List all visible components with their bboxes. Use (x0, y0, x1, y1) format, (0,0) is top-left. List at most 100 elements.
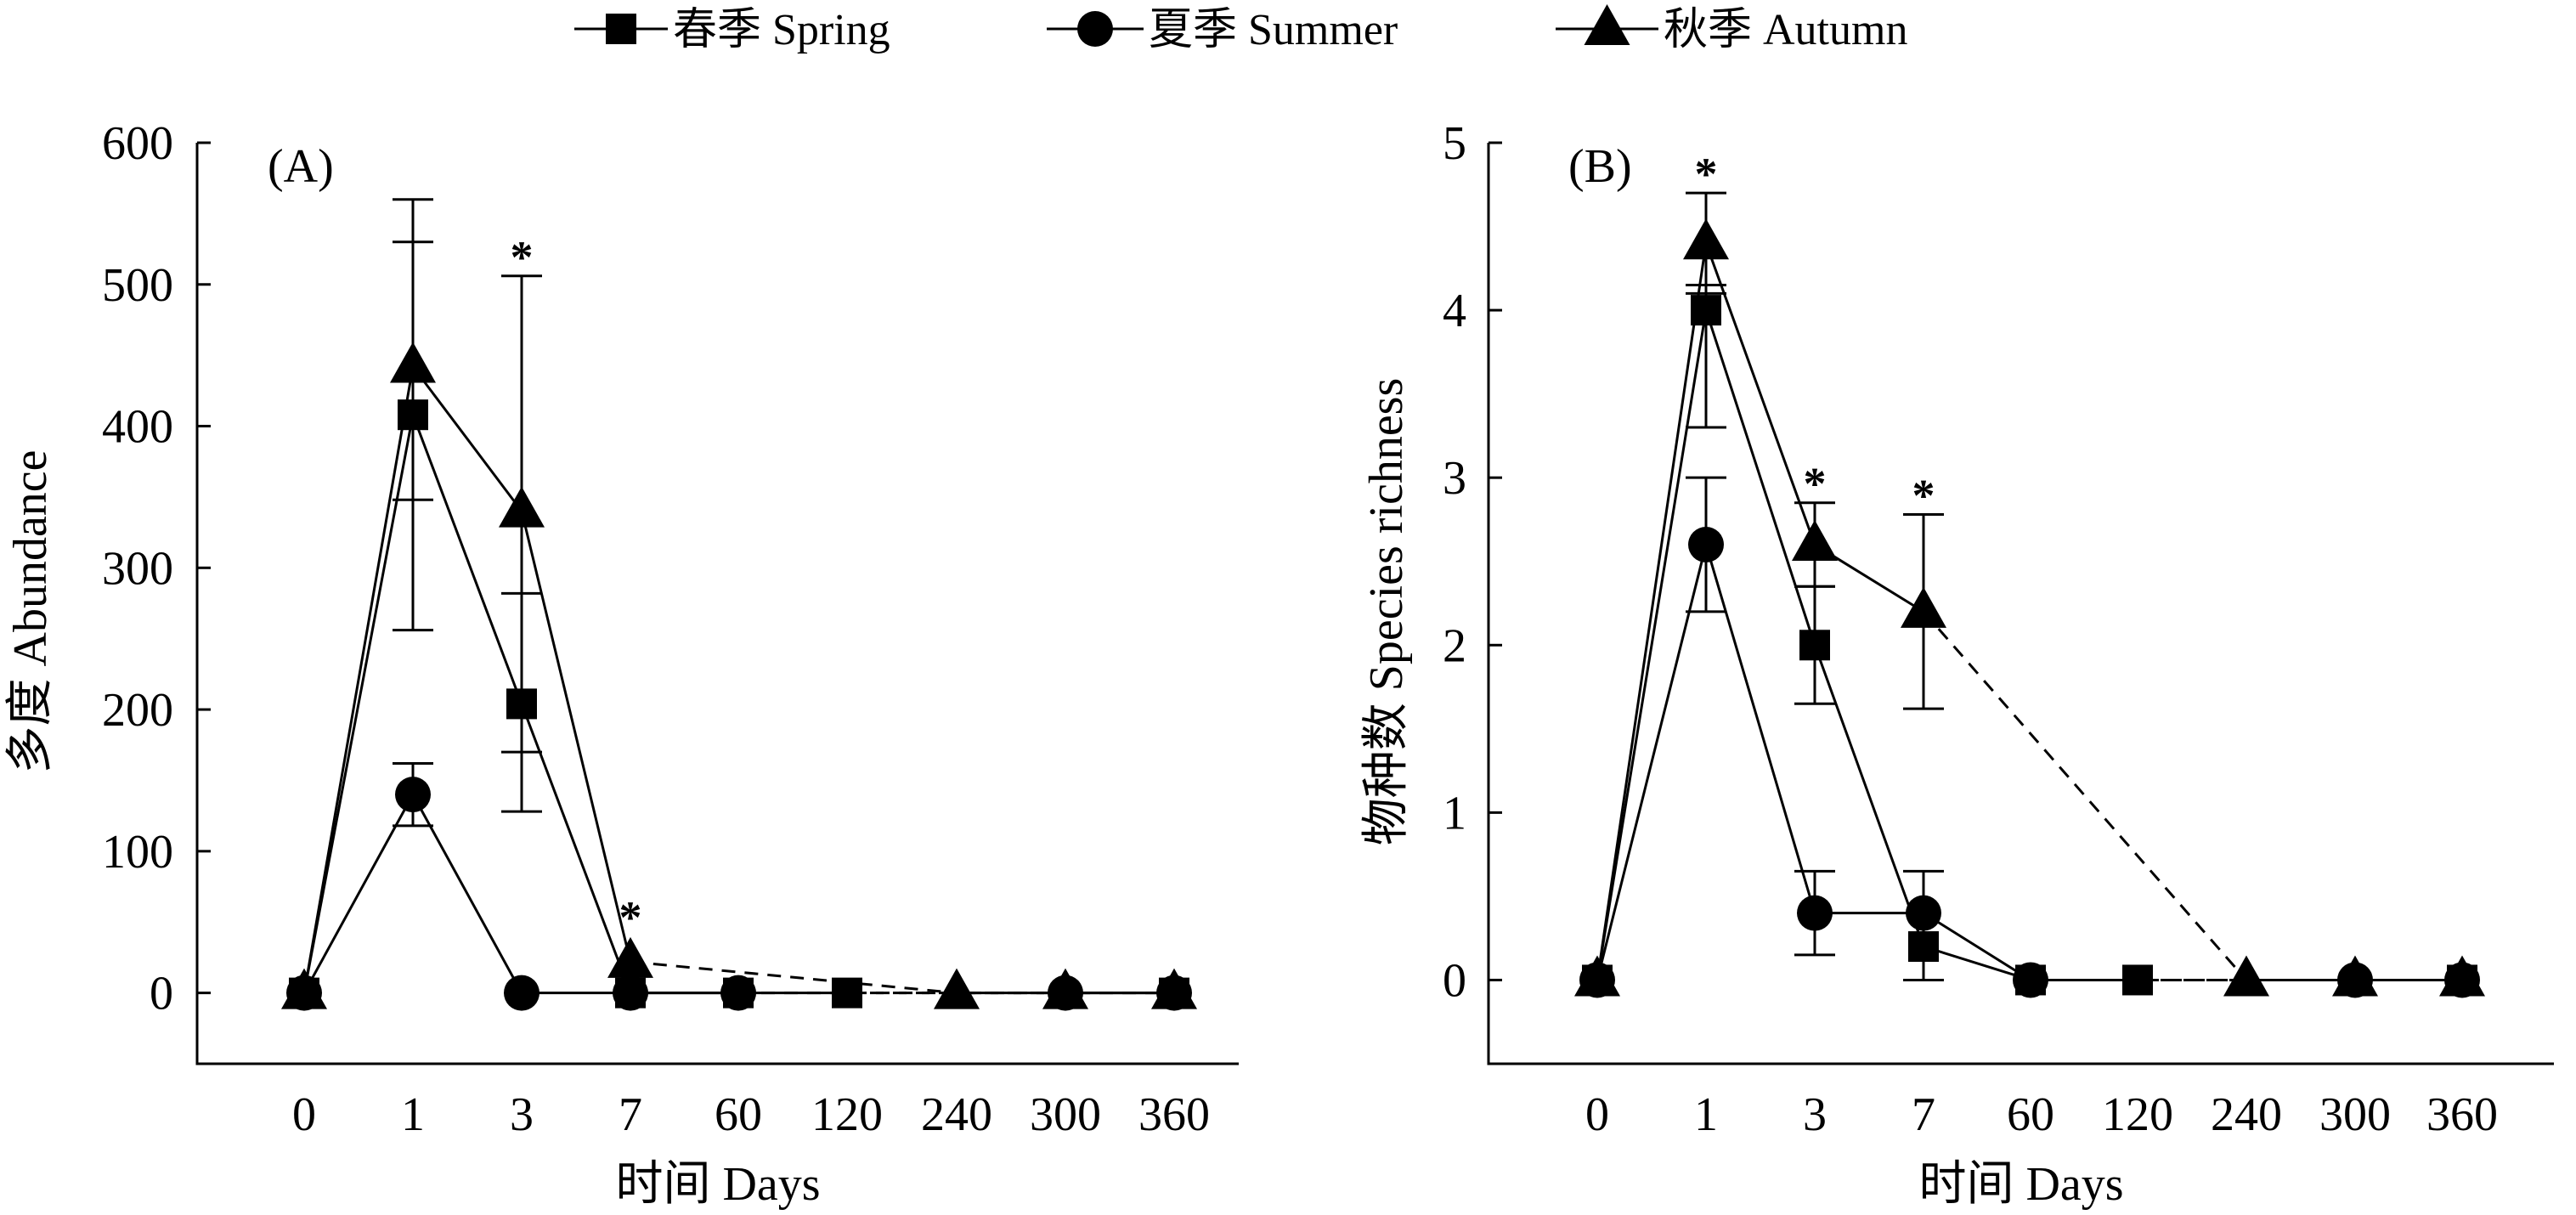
y-axis-title: 多度 Abundance (4, 449, 57, 773)
significance-star: * (1695, 149, 1718, 200)
y-tick-label: 0 (150, 968, 173, 1020)
y-tick-label: 5 (1443, 117, 1466, 170)
legend-label-spring: 春季 Spring (673, 6, 890, 54)
series-circle (1579, 476, 2480, 998)
y-tick-label: 1 (1443, 787, 1466, 839)
legend-square-marker (606, 14, 636, 44)
data-point-circle (1688, 527, 1724, 563)
x-tick-label: 1 (401, 1088, 425, 1141)
series-connector (1596, 243, 1708, 980)
legend: 春季 Spring 夏季 Summer 秋季 Autumn (574, 4, 1907, 54)
series-connector (1923, 945, 2031, 981)
y-tick-label: 100 (102, 826, 173, 879)
x-tick-label: 240 (2211, 1088, 2282, 1141)
significance-star: * (619, 892, 642, 943)
data-point-square (1799, 630, 1830, 661)
series-connector (1704, 309, 1816, 646)
data-point-triangle (281, 968, 327, 1009)
data-point-triangle (2332, 955, 2378, 997)
panel-label: (B) (1568, 140, 1632, 193)
y-tick-label: 3 (1443, 452, 1466, 505)
y-tick-label: 400 (102, 401, 173, 454)
series-connector (1596, 544, 1708, 980)
series-connector (1596, 309, 1708, 980)
x-axis-title: 时间 Days (615, 1158, 820, 1211)
data-point-circle (1797, 895, 1833, 931)
data-point-triangle (1683, 218, 1729, 260)
x-tick-label: 120 (2102, 1088, 2173, 1141)
x-tick-label: 360 (1138, 1088, 1210, 1141)
series-connector-dashed (1922, 610, 2248, 981)
series-connector (411, 794, 523, 994)
y-tick-label: 300 (102, 542, 173, 595)
x-axis-title: 时间 Days (1918, 1158, 2123, 1211)
x-tick-label: 7 (619, 1088, 642, 1141)
x-tick-label: 1 (1694, 1088, 1718, 1141)
x-tick-label: 360 (2426, 1088, 2498, 1141)
significance-star: * (1912, 471, 1935, 522)
x-tick-label: 7 (1912, 1088, 1935, 1141)
panel-label: (A) (268, 140, 334, 193)
series-connector-dashed (630, 960, 958, 995)
series-connector (1923, 912, 2031, 981)
x-tick-label: 120 (811, 1088, 883, 1141)
series-connector (411, 365, 523, 512)
data-point-triangle (607, 936, 653, 978)
legend-item-summer: 夏季 Summer (1047, 6, 1398, 54)
legend-label-autumn: 秋季 Autumn (1664, 6, 1907, 54)
series-connector (302, 366, 415, 993)
significance-star: * (511, 232, 534, 283)
series-triangle (281, 198, 1197, 1009)
data-point-circle (720, 975, 756, 1011)
series-connector (411, 414, 523, 704)
legend-circle-marker (1077, 11, 1113, 47)
x-tick-label: 60 (715, 1088, 762, 1141)
series-connector (1704, 242, 1816, 545)
y-tick-label: 4 (1443, 285, 1466, 337)
data-point-circle (613, 975, 648, 1011)
series-triangle (1574, 191, 2485, 997)
y-tick-label: 2 (1443, 619, 1466, 672)
series-square (289, 240, 1189, 1009)
y-tick-label: 200 (102, 684, 173, 737)
legend-item-autumn: 秋季 Autumn (1556, 4, 1907, 54)
y-tick-label: 0 (1443, 954, 1466, 1007)
data-point-triangle (390, 342, 436, 383)
x-tick-label: 0 (1585, 1088, 1609, 1141)
series-connector (302, 414, 415, 993)
data-point-triangle (1042, 968, 1088, 1009)
y-tick-label: 600 (102, 117, 173, 170)
panel-a: 0 100 200 300 400 500 600 0 1 3 7 60 120 240 300 360 时间 … (4, 117, 1239, 1211)
data-point-circle (504, 975, 539, 1011)
y-tick-label: 500 (102, 259, 173, 312)
data-point-triangle (1901, 586, 1946, 628)
x-tick-label: 3 (510, 1088, 534, 1141)
data-point-triangle (934, 968, 980, 1009)
data-point-triangle (1151, 968, 1197, 1009)
series-square (1582, 284, 2477, 996)
legend-item-spring: 春季 Spring (574, 6, 890, 54)
significance-star: * (1804, 459, 1827, 510)
x-tick-label: 300 (2319, 1088, 2391, 1141)
x-tick-label: 240 (921, 1088, 992, 1141)
series-connector (1704, 544, 1816, 914)
series-connector (520, 703, 632, 994)
x-tick-label: 60 (2007, 1088, 2054, 1141)
legend-triangle-marker (1584, 4, 1630, 45)
data-point-triangle (499, 486, 545, 528)
y-axis-title: 物种数 Species richness (1360, 378, 1413, 846)
x-tick-label: 300 (1030, 1088, 1101, 1141)
series-connector (520, 511, 632, 963)
x-tick-label: 0 (292, 1088, 316, 1141)
data-point-circle (395, 777, 431, 813)
panel-b: 0 1 2 3 4 5 0 1 3 7 60 120 240 300 360 时间 Days 物种数 Speci… (1360, 117, 2554, 1211)
data-point-circle (1906, 895, 1941, 931)
data-point-triangle (1574, 955, 1620, 997)
x-tick-label: 3 (1803, 1088, 1827, 1141)
data-point-triangle (1792, 520, 1838, 562)
series-circle (286, 761, 1192, 1011)
data-point-circle (2013, 962, 2048, 998)
data-point-triangle (2439, 955, 2485, 997)
data-point-triangle (2223, 955, 2269, 997)
